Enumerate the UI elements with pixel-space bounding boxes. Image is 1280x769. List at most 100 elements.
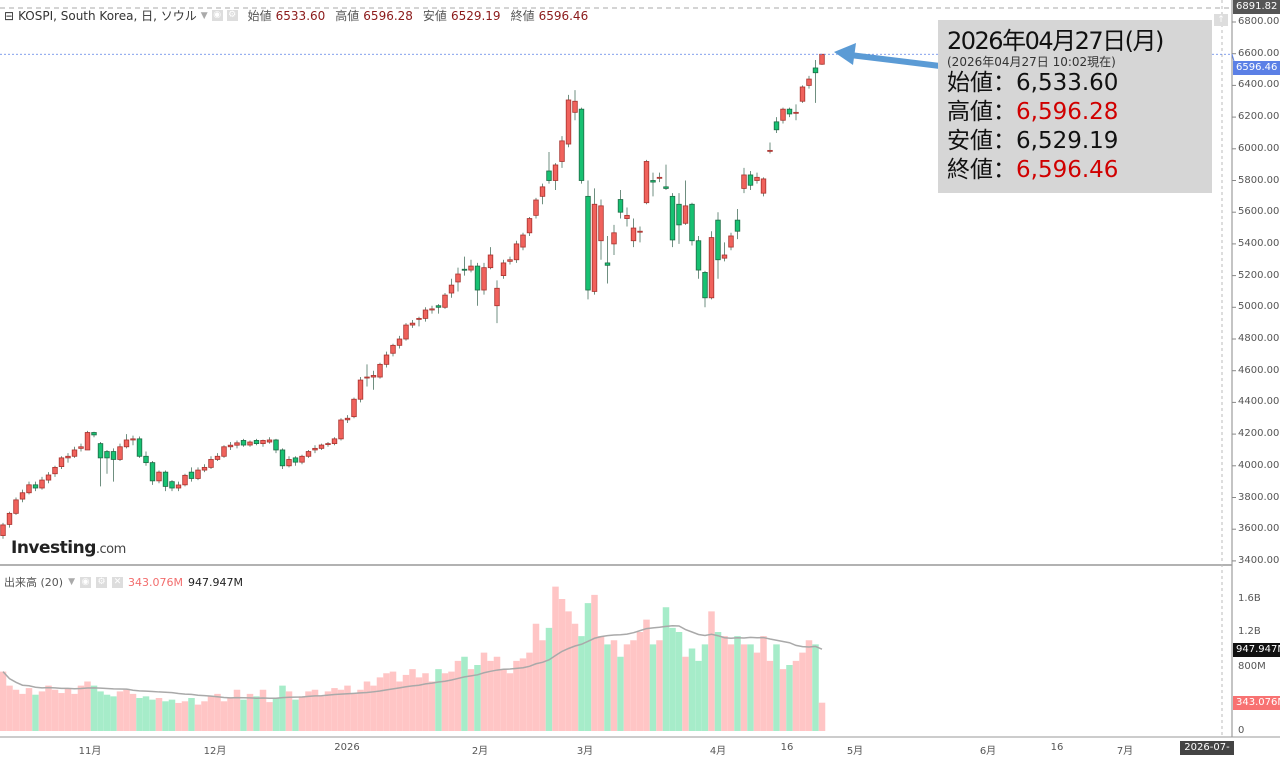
volume-bar: [662, 607, 670, 731]
price-tick: 4600.00: [1238, 364, 1280, 376]
volume-value: 343.076M: [128, 575, 183, 589]
eye-icon[interactable]: ◉: [211, 10, 223, 21]
gear-icon[interactable]: ⚙: [226, 10, 238, 21]
candle-body: [689, 203, 695, 242]
volume-bar: [500, 669, 507, 731]
volume-bar: [266, 702, 273, 731]
candle: [273, 438, 279, 454]
volume-bar: [415, 677, 423, 731]
candle: [650, 172, 656, 197]
candle: [617, 190, 624, 219]
candle: [611, 224, 617, 255]
volume-bar: [389, 671, 397, 731]
candle: [143, 451, 149, 466]
candle-body: [32, 484, 39, 489]
volume-bar: [617, 656, 624, 731]
candle-body: [786, 108, 793, 115]
volume-bar: [727, 644, 735, 731]
time-tick: 12月: [203, 746, 227, 757]
investing-logo: Investing.com: [11, 538, 126, 558]
candle: [539, 183, 546, 205]
volume-tick: 1.2B: [1238, 626, 1261, 637]
candle: [721, 242, 728, 262]
candle-body: [468, 265, 474, 271]
candle-body: [552, 164, 559, 181]
candle-body: [403, 324, 409, 340]
candle-body: [97, 443, 104, 459]
volume-bar: [136, 698, 143, 731]
price-tick: 3800.00: [1238, 491, 1280, 503]
candle-body: [357, 379, 364, 400]
scroll-up-button[interactable]: ↑: [1214, 14, 1228, 26]
candle: [559, 136, 565, 168]
volume-bar: [142, 696, 150, 731]
candle-body: [273, 439, 279, 451]
volume-bar: [467, 669, 475, 731]
volume-bar: [760, 636, 767, 731]
candle: [71, 446, 78, 458]
candle: [689, 202, 695, 246]
gear-icon[interactable]: ⚙: [96, 576, 107, 588]
callout-low: 安値：6,529.19: [947, 128, 1119, 154]
candle-body: [494, 287, 500, 307]
volume-bar: [506, 673, 514, 731]
chevron-down-icon[interactable]: ▼: [200, 10, 208, 21]
candle: [812, 60, 819, 103]
candle-body: [78, 446, 84, 449]
candle-body: [253, 440, 260, 445]
candle: [227, 442, 234, 450]
collapse-icon[interactable]: ⊟: [4, 8, 15, 23]
candle: [806, 75, 812, 89]
chevron-down-icon[interactable]: ▼: [68, 577, 75, 587]
candle-body: [572, 100, 578, 113]
volume-bar: [779, 669, 787, 731]
candle-body: [487, 254, 494, 269]
volume-bar: [19, 693, 26, 731]
candle: [526, 216, 533, 236]
candle: [494, 280, 500, 324]
candle: [552, 163, 559, 191]
close-icon[interactable]: ✕: [112, 576, 123, 588]
volume-bar: [487, 660, 494, 731]
volume-bar: [162, 701, 169, 731]
candle: [728, 232, 734, 251]
candle-body: [520, 234, 526, 248]
volume-bar: [584, 603, 592, 731]
candle: [338, 418, 344, 441]
callout-open: 始値：6,533.60: [947, 70, 1119, 96]
candle: [344, 415, 351, 424]
candle-body: [656, 176, 663, 179]
candle: [214, 453, 221, 462]
candle: [624, 207, 630, 227]
candle-body: [695, 240, 702, 271]
eye-icon[interactable]: ◉: [80, 576, 91, 588]
volume-bar: [688, 648, 696, 731]
volume-label[interactable]: 出来高 (20): [4, 576, 64, 589]
candle: [507, 256, 513, 265]
volume-bar: [409, 669, 416, 731]
candle-body: [396, 338, 403, 346]
volume-bar: [194, 704, 202, 731]
candle: [195, 467, 201, 481]
candle: [377, 362, 383, 379]
price-tick: 5400.00: [1238, 237, 1280, 249]
volume-bar: [682, 656, 689, 731]
candle: [630, 218, 637, 248]
volume-bar: [701, 644, 709, 731]
price-tick: 5000.00: [1238, 301, 1280, 313]
candle-body: [611, 232, 617, 245]
candle: [422, 307, 429, 322]
candle: [136, 436, 143, 458]
candle-body: [117, 446, 123, 460]
candle-body: [344, 417, 351, 421]
volume-ma-line: [2, 625, 823, 700]
candle: [91, 431, 97, 438]
volume-bar: [6, 685, 13, 731]
symbol-label[interactable]: KOSPI, South Korea, 日, ソウル: [18, 9, 197, 23]
candle-body: [650, 180, 656, 183]
candle: [500, 259, 507, 279]
candle-body: [377, 363, 383, 378]
candle-body: [533, 199, 539, 216]
candle: [403, 323, 409, 341]
